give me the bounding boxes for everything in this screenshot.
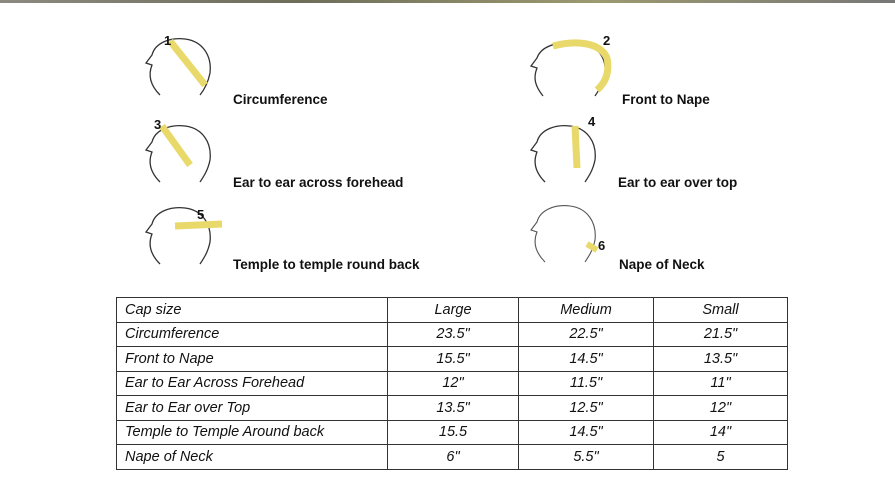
measure-number: 1 — [164, 33, 172, 48]
cell: 15.5" — [387, 346, 519, 372]
measure-label: Nape of Neck — [619, 257, 705, 272]
cell: 11" — [653, 370, 788, 396]
measure-number: 2 — [603, 33, 611, 48]
table-row: Front to Nape 15.5" 14.5" 13.5" — [116, 346, 788, 372]
cell: 21.5" — [653, 321, 788, 347]
cap-size-table: Cap size Large Medium Small Circumferenc… — [116, 297, 788, 470]
row-label: Front to Nape — [116, 346, 388, 372]
head-temple-to-temple-figure — [144, 206, 223, 265]
measure-number: 6 — [598, 238, 606, 253]
table-row: Ear to Ear over Top 13.5" 12.5" 12" — [116, 395, 788, 421]
measure-label: Ear to ear across forehead — [233, 175, 404, 190]
cell: 13.5" — [653, 346, 788, 372]
cell: 5.5" — [518, 444, 654, 470]
header-cell: Large — [387, 297, 519, 323]
header-cell: Small — [653, 297, 788, 323]
top-border — [0, 0, 895, 3]
cell: 5 — [653, 444, 788, 470]
header-cell: Cap size — [116, 297, 388, 323]
cell: 11.5" — [518, 370, 654, 396]
cell: 14.5" — [518, 346, 654, 372]
head-nape-of-neck-figure — [530, 205, 599, 263]
cell: 12" — [653, 395, 788, 421]
head-circumference-figure — [144, 37, 211, 96]
row-label: Circumference — [116, 321, 388, 347]
cell: 22.5" — [518, 321, 654, 347]
cell: 13.5" — [387, 395, 519, 421]
row-label: Nape of Neck — [116, 444, 388, 470]
table-row: Ear to Ear Across Forehead 12" 11.5" 11" — [116, 370, 788, 396]
table-row: Nape of Neck 6" 5.5" 5 — [116, 444, 788, 470]
row-label: Ear to Ear Across Forehead — [116, 370, 388, 396]
measure-label: Front to Nape — [622, 92, 710, 107]
measure-label: Temple to temple round back — [233, 257, 420, 272]
table-row: Circumference 23.5" 22.5" 21.5" — [116, 321, 788, 347]
cell: 23.5" — [387, 321, 519, 347]
cell: 15.5 — [387, 419, 519, 445]
cell: 12" — [387, 370, 519, 396]
row-label: Ear to Ear over Top — [116, 395, 388, 421]
head-ear-to-ear-top-figure — [529, 124, 596, 183]
head-front-to-nape-figure — [529, 39, 612, 97]
cell: 14.5" — [518, 419, 654, 445]
measure-number: 4 — [588, 114, 596, 129]
header-cell: Medium — [518, 297, 654, 323]
cell: 14" — [653, 419, 788, 445]
measure-label: Ear to ear over top — [618, 175, 738, 190]
measure-label: Circumference — [233, 92, 328, 107]
cell: 6" — [387, 444, 519, 470]
table-row: Temple to Temple Around back 15.5 14.5" 14" — [116, 419, 788, 445]
measure-number: 3 — [154, 117, 162, 132]
table-header-row: Cap size Large Medium Small — [116, 297, 788, 323]
measure-number: 5 — [197, 207, 205, 222]
head-ear-to-ear-forehead-figure — [144, 123, 211, 183]
cell: 12.5" — [518, 395, 654, 421]
row-label: Temple to Temple Around back — [116, 419, 388, 445]
